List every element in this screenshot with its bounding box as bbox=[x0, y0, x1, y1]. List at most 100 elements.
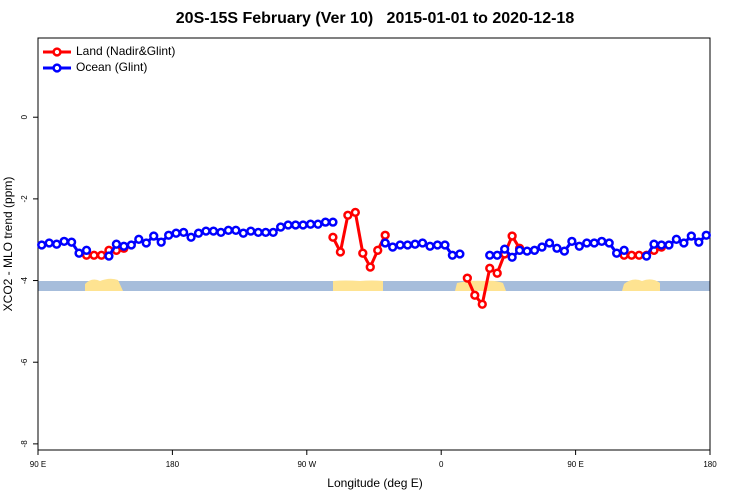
legend-marker bbox=[52, 47, 62, 57]
data-point bbox=[537, 242, 547, 252]
data-point bbox=[335, 247, 346, 257]
data-point bbox=[559, 246, 570, 256]
data-point bbox=[701, 230, 711, 240]
data-point bbox=[156, 237, 166, 247]
data-point bbox=[141, 238, 151, 248]
data-point bbox=[290, 220, 301, 230]
data-point bbox=[402, 240, 413, 250]
data-point bbox=[612, 248, 622, 258]
data-point bbox=[216, 227, 226, 238]
data-point bbox=[552, 243, 562, 253]
data-point bbox=[134, 234, 144, 244]
data-point bbox=[66, 237, 77, 247]
data-point bbox=[417, 238, 428, 248]
data-point bbox=[694, 237, 704, 247]
data-point bbox=[507, 231, 517, 241]
data-point bbox=[574, 241, 584, 251]
data-point bbox=[395, 240, 405, 250]
data-point bbox=[238, 228, 248, 238]
data-point bbox=[626, 250, 637, 260]
y-tick-label: -4 bbox=[20, 276, 29, 284]
data-point bbox=[44, 238, 54, 248]
x-tick-label: 90 E bbox=[30, 460, 46, 469]
legend-label: Land (Nadir&Glint) bbox=[76, 44, 175, 58]
data-point bbox=[492, 250, 502, 260]
data-point bbox=[178, 227, 189, 238]
data-point bbox=[171, 228, 181, 238]
data-point bbox=[567, 236, 577, 246]
data-point bbox=[373, 245, 383, 255]
data-point bbox=[164, 230, 174, 240]
data-point bbox=[656, 240, 667, 250]
land-patch bbox=[85, 278, 123, 291]
data-point bbox=[126, 240, 136, 250]
x-axis-label: Longitude (deg E) bbox=[327, 476, 422, 490]
data-point bbox=[514, 245, 525, 255]
data-point bbox=[358, 248, 368, 258]
data-point bbox=[380, 238, 390, 248]
y-axis-label: XCO2 - MLO trend (ppm) bbox=[1, 177, 15, 312]
x-tick-label: 0 bbox=[439, 460, 444, 469]
plot-layer: 0 -2 -4 -6 -8 90 E 180 90 W 0 90 E 180 Land (Nadir&… bbox=[20, 44, 717, 469]
data-point bbox=[589, 238, 599, 248]
data-point bbox=[410, 239, 420, 249]
data-point bbox=[328, 232, 338, 242]
data-point bbox=[462, 273, 472, 283]
data-point bbox=[298, 220, 308, 230]
y-tick-label: -6 bbox=[20, 358, 29, 366]
data-point bbox=[231, 225, 241, 235]
data-point bbox=[253, 227, 263, 238]
data-point bbox=[365, 262, 375, 272]
data-point bbox=[74, 248, 84, 258]
legend-label: Ocean (Glint) bbox=[76, 60, 147, 74]
land-ocean-band bbox=[38, 278, 710, 291]
x-tick-label: 180 bbox=[166, 460, 180, 469]
data-point bbox=[470, 290, 480, 300]
legend-marker bbox=[52, 63, 62, 73]
data-point bbox=[223, 225, 234, 235]
data-point bbox=[276, 222, 286, 232]
data-point bbox=[544, 238, 555, 248]
chart-title: 20S-15S February (Ver 10) 2015-01-01 to … bbox=[176, 10, 575, 27]
data-point bbox=[597, 236, 607, 246]
series-1 bbox=[37, 217, 711, 262]
data-point bbox=[268, 227, 278, 238]
data-point bbox=[500, 244, 510, 254]
data-point bbox=[328, 217, 338, 227]
data-point bbox=[305, 219, 316, 229]
data-point bbox=[388, 242, 398, 252]
data-point bbox=[582, 238, 592, 248]
data-point bbox=[208, 226, 219, 236]
data-point bbox=[604, 238, 614, 248]
data-point bbox=[59, 236, 69, 246]
data-point bbox=[96, 250, 107, 260]
data-point bbox=[485, 250, 495, 260]
data-point bbox=[619, 245, 629, 255]
data-point bbox=[149, 231, 159, 241]
data-point bbox=[641, 251, 652, 261]
data-point bbox=[664, 240, 674, 250]
data-point bbox=[81, 245, 92, 255]
data-point bbox=[37, 240, 47, 250]
x-tick-label: 90 E bbox=[567, 460, 583, 469]
data-point bbox=[425, 241, 435, 251]
data-point bbox=[111, 239, 122, 249]
data-point bbox=[380, 230, 390, 240]
data-point bbox=[679, 238, 689, 248]
x-tick-label: 90 W bbox=[297, 460, 316, 469]
data-point bbox=[320, 217, 331, 227]
data-point bbox=[104, 251, 114, 261]
data-point bbox=[193, 228, 204, 238]
y-tick-label: -8 bbox=[20, 440, 29, 448]
data-point bbox=[89, 250, 99, 260]
data-point bbox=[529, 245, 540, 255]
data-point bbox=[477, 299, 487, 309]
data-point bbox=[440, 240, 450, 250]
land-patch bbox=[455, 280, 506, 291]
data-point bbox=[313, 219, 323, 229]
y-tick-label: 0 bbox=[20, 114, 29, 119]
data-point bbox=[52, 239, 62, 249]
data-point bbox=[283, 220, 293, 230]
data-point bbox=[671, 234, 682, 244]
